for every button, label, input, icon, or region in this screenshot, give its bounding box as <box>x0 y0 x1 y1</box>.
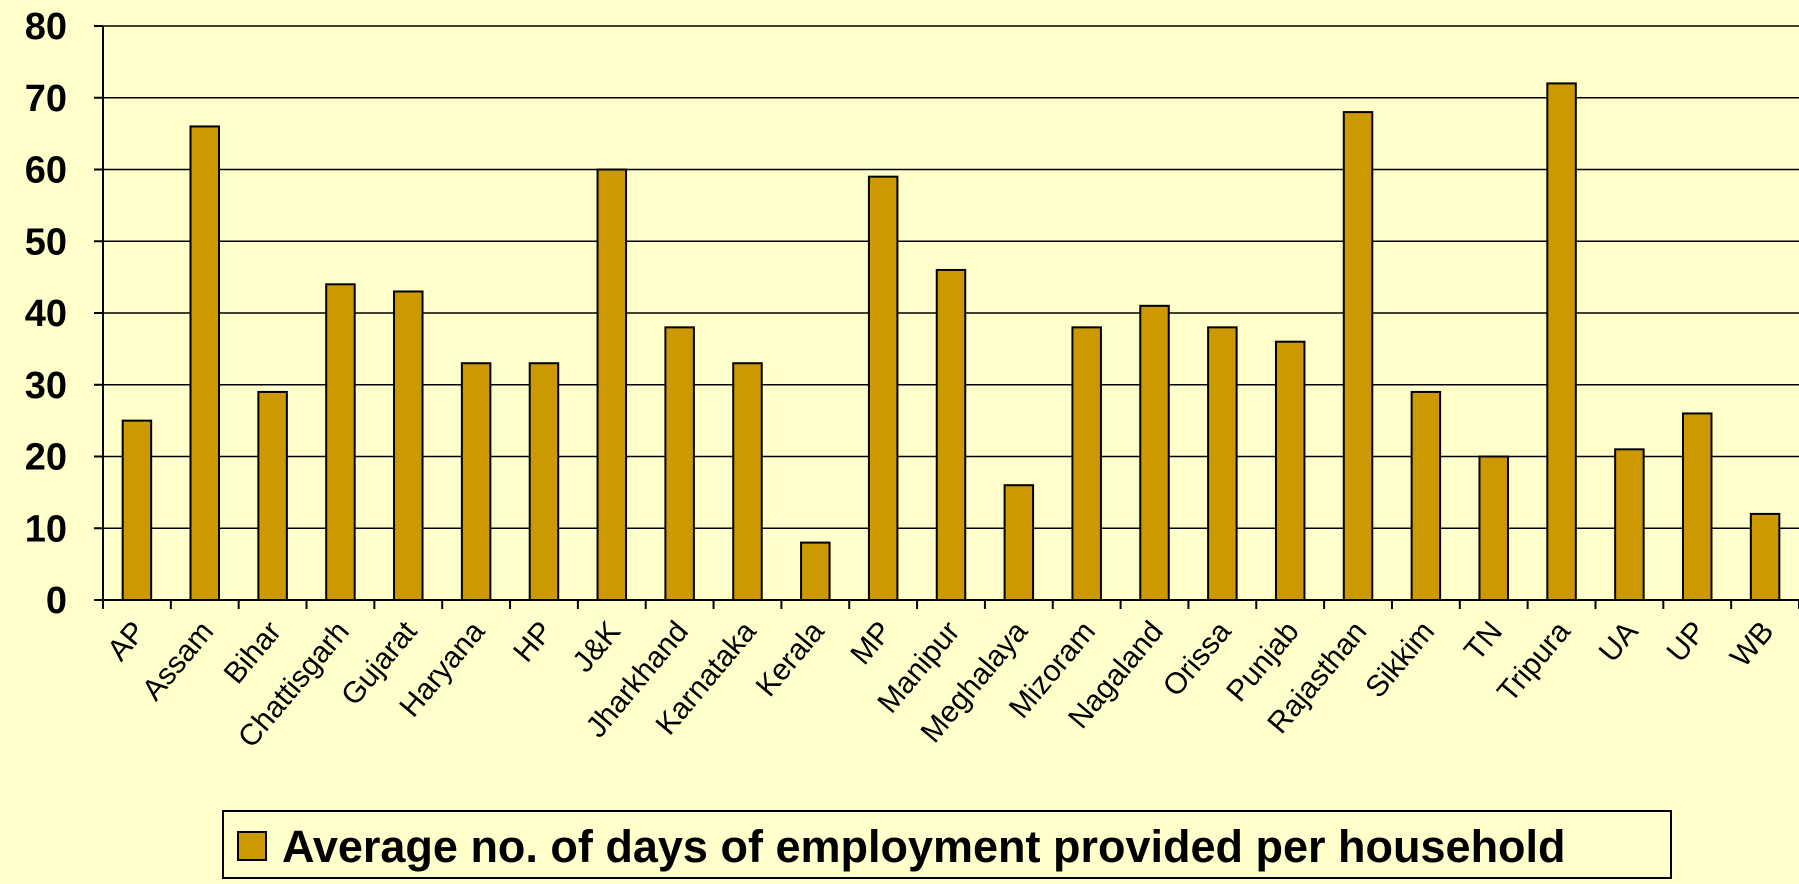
bar-tripura <box>1546 82 1577 601</box>
bar-bihar <box>257 390 288 601</box>
x-tick-label: UP <box>1661 615 1713 668</box>
legend-label: Average no. of days of employment provid… <box>282 821 1566 872</box>
x-tick-label: MP <box>844 615 898 671</box>
y-tick-label: 70 <box>25 78 67 120</box>
bar-orissa <box>1207 326 1238 601</box>
axes <box>94 25 1799 609</box>
x-tick-label: UA <box>1593 615 1645 668</box>
bar-meghalaya <box>1003 484 1035 602</box>
y-tick-label: 10 <box>25 508 67 550</box>
bar-haryana <box>460 362 492 601</box>
bar-ap <box>121 419 153 601</box>
bar-gujarat <box>393 290 424 601</box>
x-tick-label: TN <box>1458 615 1509 667</box>
bar-up <box>1681 412 1713 602</box>
bars <box>121 82 1781 602</box>
y-tick-label: 40 <box>25 293 67 335</box>
bar-chattisgarh <box>325 283 356 601</box>
x-tick-label: Sikkim <box>1359 615 1441 704</box>
bar-mizoram <box>1071 326 1102 601</box>
bar-mp <box>867 175 899 602</box>
bar-jharkhand <box>664 326 695 601</box>
bar-hp <box>528 362 560 601</box>
legend-swatch <box>237 831 267 861</box>
y-tick-label: 20 <box>25 437 67 479</box>
x-tick-label: AP <box>101 615 152 667</box>
bar-j-k <box>596 168 628 601</box>
legend: Average no. of days of employment provid… <box>222 810 1672 879</box>
y-tick-labels: 0 10 20 30 40 50 60 70 80 <box>25 6 67 622</box>
bar-wb <box>1749 512 1781 602</box>
bar-tn <box>1478 455 1509 601</box>
x-tick-label: J&K <box>567 615 628 678</box>
legend-box <box>222 810 1672 879</box>
y-tick-label: 0 <box>46 580 67 622</box>
y-tick-label: 60 <box>25 150 67 192</box>
x-tick-label: Kerala <box>750 615 831 703</box>
bar-rajasthan <box>1342 111 1374 601</box>
bar-assam <box>189 125 221 601</box>
x-tick-label: HP <box>507 615 559 668</box>
y-tick-label: 80 <box>25 6 67 48</box>
x-tick-label: WB <box>1724 615 1780 673</box>
y-tick-label: 30 <box>25 365 67 407</box>
bar-nagaland <box>1139 304 1170 601</box>
x-tick-label: Assam <box>136 615 220 706</box>
x-tick-label: Tripura <box>1491 615 1577 708</box>
bar-karnataka <box>732 362 763 601</box>
bar-punjab <box>1274 340 1306 601</box>
y-tick-label: 50 <box>25 221 67 263</box>
bar-sikkim <box>1410 390 1442 601</box>
bar-ua <box>1614 448 1645 602</box>
bar-kerala <box>800 541 831 601</box>
bar-manipur <box>935 268 967 601</box>
